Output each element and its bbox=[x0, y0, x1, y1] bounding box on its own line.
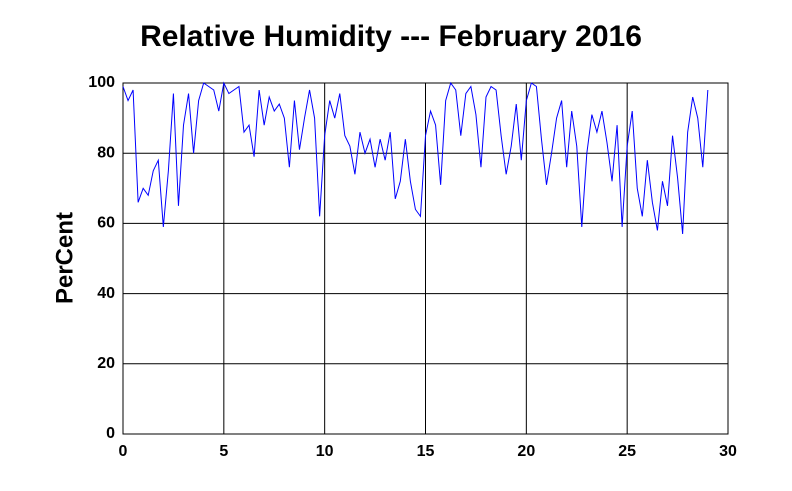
x-tick-label: 15 bbox=[417, 443, 435, 460]
chart-title: Relative Humidity --- February 2016 bbox=[140, 20, 642, 53]
y-tick-label: 80 bbox=[97, 144, 115, 161]
y-tick-label: 40 bbox=[97, 285, 115, 302]
y-tick-label: 0 bbox=[106, 425, 115, 442]
y-tick-label: 60 bbox=[97, 215, 115, 232]
data-line bbox=[122, 81, 709, 234]
x-tick-label: 20 bbox=[517, 443, 535, 460]
x-tick-label: 30 bbox=[719, 443, 737, 460]
x-tick-label: 10 bbox=[316, 443, 334, 460]
x-tick-label: 25 bbox=[618, 443, 636, 460]
y-tick-label: 20 bbox=[97, 355, 115, 372]
x-tick-label: 0 bbox=[119, 443, 128, 460]
y-tick-label: 100 bbox=[88, 74, 115, 91]
y-axis-label: PerCent bbox=[51, 212, 78, 304]
x-tick-label: 5 bbox=[219, 443, 228, 460]
